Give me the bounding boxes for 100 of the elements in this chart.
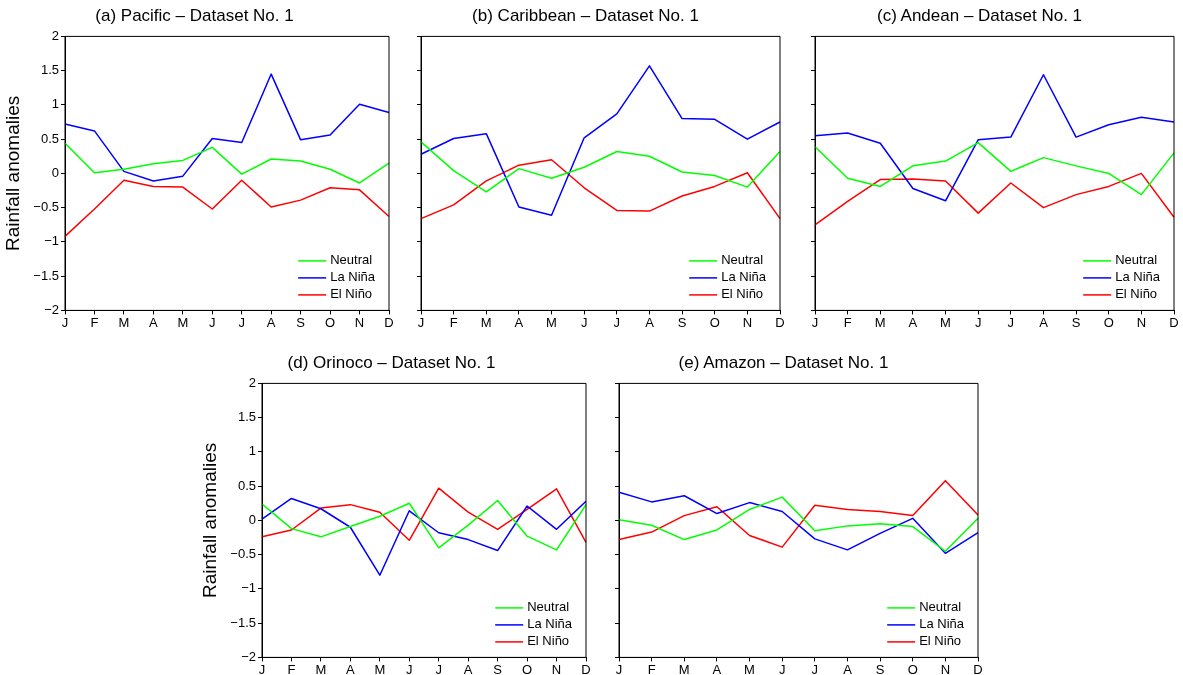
- x-tick-label: A: [712, 661, 722, 675]
- legend-label: Neutral: [527, 599, 570, 615]
- x-tick-label: J: [435, 661, 442, 675]
- x-tick-label: M: [374, 661, 386, 675]
- x-tick-label: J: [1007, 314, 1015, 330]
- x-tick-label: A: [266, 314, 276, 330]
- x-tick-label: S: [493, 661, 503, 675]
- x-tick-label: N: [551, 661, 562, 675]
- x-tick-label: D: [384, 314, 394, 330]
- y-tick-label: 1: [51, 96, 59, 112]
- y-tick-label: 0: [248, 511, 256, 527]
- x-tick-label: O: [907, 661, 918, 675]
- x-tick-label: J: [61, 314, 69, 330]
- x-tick-label: F: [287, 661, 296, 675]
- legend-label: El Niño: [330, 286, 373, 302]
- y-tick-label: 1.5: [40, 62, 59, 78]
- y-tick-label: −1: [44, 233, 59, 249]
- x-tick-label: N: [742, 314, 753, 330]
- x-tick-label: M: [940, 314, 951, 330]
- y-tick-label: 0: [51, 164, 59, 180]
- x-tick-label: D: [1169, 314, 1179, 330]
- x-tick-label: J: [406, 661, 413, 675]
- legend-label: La Niña: [527, 616, 573, 632]
- legend-label: La Niña: [721, 269, 767, 285]
- x-tick-label: N: [1136, 314, 1147, 330]
- x-tick-label: N: [940, 661, 951, 675]
- x-tick-label: M: [874, 314, 886, 330]
- x-tick-label: J: [811, 661, 819, 675]
- y-tick-label: −1: [241, 580, 256, 596]
- x-tick-label: A: [346, 661, 356, 675]
- x-tick-label: J: [974, 314, 982, 330]
- legend-label: El Niño: [1115, 286, 1158, 302]
- legend-label: El Niño: [919, 633, 962, 649]
- x-tick-label: F: [90, 314, 99, 330]
- x-tick-label: J: [238, 314, 245, 330]
- y-tick-label: −2: [241, 648, 256, 664]
- x-tick-label: A: [514, 314, 524, 330]
- x-tick-label: J: [613, 314, 621, 330]
- x-tick-label: S: [296, 314, 306, 330]
- legend-label: El Niño: [527, 633, 570, 649]
- legend-label: La Niña: [330, 269, 376, 285]
- y-tick-label: 2: [51, 27, 59, 43]
- x-tick-label: J: [811, 314, 819, 330]
- x-tick-label: M: [315, 661, 327, 675]
- chart-title: (d) Orinoco – Dataset No. 1: [287, 352, 496, 372]
- x-tick-label: F: [449, 314, 458, 330]
- x-tick-label: A: [1039, 314, 1049, 330]
- x-tick-label: O: [325, 314, 336, 330]
- x-tick-label: M: [177, 314, 189, 330]
- y-tick-label: 1: [248, 443, 256, 459]
- x-tick-label: D: [775, 314, 785, 330]
- x-tick-label: D: [581, 661, 591, 675]
- x-tick-label: J: [417, 314, 425, 330]
- x-tick-label: M: [744, 661, 755, 675]
- x-tick-label: N: [354, 314, 365, 330]
- y-tick-label: −0.5: [230, 546, 256, 562]
- x-tick-label: M: [480, 314, 492, 330]
- x-tick-label: M: [118, 314, 130, 330]
- x-tick-label: J: [615, 661, 623, 675]
- x-tick-label: M: [678, 661, 690, 675]
- x-tick-label: A: [843, 661, 853, 675]
- y-tick-label: −0.5: [33, 199, 59, 215]
- x-tick-label: O: [1103, 314, 1114, 330]
- chart-title: (a) Pacific – Dataset No. 1: [95, 5, 294, 25]
- chart-title: (e) Amazon – Dataset No. 1: [678, 352, 889, 372]
- x-tick-label: S: [1071, 314, 1081, 330]
- y-tick-label: 0.5: [40, 130, 59, 146]
- x-tick-label: S: [677, 314, 687, 330]
- x-tick-label: J: [258, 661, 266, 675]
- y-axis-title: Rainfall anomalies: [198, 442, 220, 599]
- x-tick-label: J: [209, 314, 216, 330]
- x-tick-label: A: [645, 314, 655, 330]
- legend-label: Neutral: [1115, 252, 1158, 268]
- x-tick-label: F: [843, 314, 852, 330]
- x-tick-label: F: [647, 661, 656, 675]
- y-tick-label: 0.5: [237, 477, 256, 493]
- y-tick-label: −1.5: [230, 614, 256, 630]
- legend-label: Neutral: [721, 252, 764, 268]
- y-axis-title: Rainfall anomalies: [1, 95, 23, 252]
- legend-label: El Niño: [721, 286, 764, 302]
- x-tick-label: O: [709, 314, 720, 330]
- x-tick-label: J: [778, 661, 786, 675]
- y-tick-label: 2: [248, 374, 256, 390]
- x-tick-label: A: [908, 314, 918, 330]
- legend-label: La Niña: [1115, 269, 1161, 285]
- x-tick-label: J: [580, 314, 588, 330]
- chart-title: (b) Caribbean – Dataset No. 1: [472, 5, 699, 25]
- x-tick-label: D: [973, 661, 983, 675]
- x-tick-label: A: [463, 661, 473, 675]
- y-tick-label: 1.5: [237, 409, 256, 425]
- y-tick-label: −1.5: [33, 267, 59, 283]
- legend-label: La Niña: [919, 616, 965, 632]
- x-tick-label: A: [149, 314, 159, 330]
- x-tick-label: S: [875, 661, 885, 675]
- x-tick-label: O: [522, 661, 533, 675]
- chart-title: (c) Andean – Dataset No. 1: [876, 5, 1083, 25]
- y-tick-label: −2: [44, 301, 59, 317]
- legend-label: Neutral: [330, 252, 373, 268]
- x-tick-label: M: [546, 314, 557, 330]
- legend-label: Neutral: [919, 599, 962, 615]
